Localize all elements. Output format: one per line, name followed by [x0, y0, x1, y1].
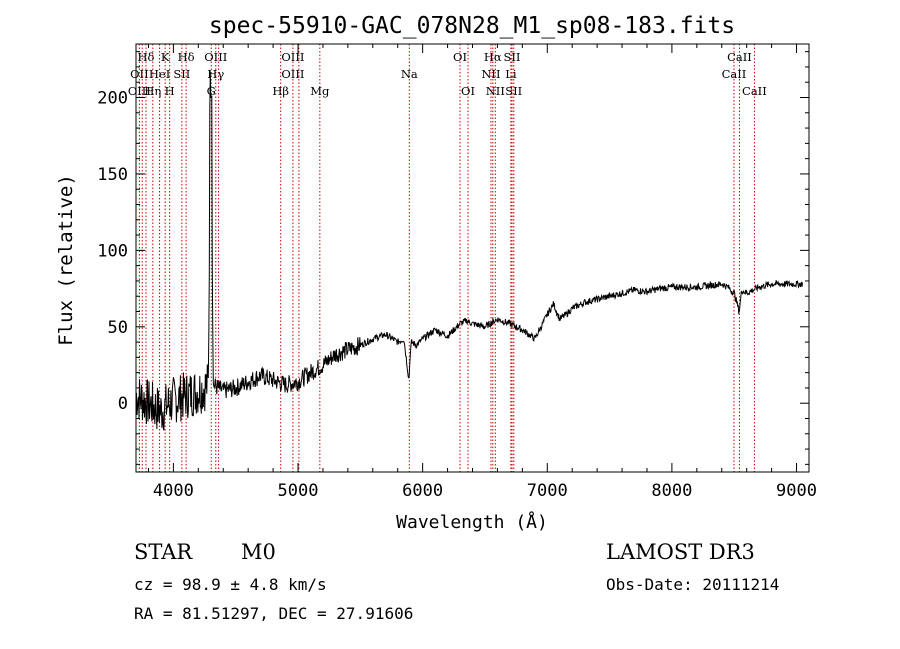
spectral-line-label: Hα [484, 50, 502, 64]
obs-date-label: Obs-Date: 20111214 [606, 575, 779, 594]
spectral-line-label: SII [504, 50, 521, 64]
subclass-label: M0 [241, 540, 276, 564]
plot-frame [135, 43, 810, 473]
y-axis: 0 50 100 150 200 [97, 51, 809, 465]
x-tick-label: 9000 [776, 481, 817, 501]
x-axis-label: Wavelength (Å) [396, 511, 548, 533]
x-axis: 4000 5000 6000 7000 8000 9000 [147, 44, 817, 501]
coordinates-label: RA = 81.51297, DEC = 27.91606 [134, 604, 413, 623]
spectral-line-label: Hδ [137, 50, 154, 64]
x-tick-label: 7000 [527, 481, 568, 501]
spectral-line-label: OII [130, 67, 149, 81]
spectral-line-label: SII [505, 84, 522, 98]
y-axis-label: Flux (relative) [55, 174, 77, 346]
spectral-line-label: CaII [742, 84, 767, 98]
spectral-line-label: SII [173, 67, 190, 81]
spectral-line-label: OIII [281, 67, 304, 81]
spectrum-line [135, 71, 803, 431]
spectral-line-label: Hβ [272, 84, 289, 98]
class-label: STAR [134, 540, 193, 564]
survey-label: LAMOST DR3 [606, 540, 755, 564]
spectral-line-label: CaII [727, 50, 752, 64]
spectral-line-label: OI [453, 50, 467, 64]
y-tick-label: 100 [97, 241, 128, 261]
spectral-line-label: K [161, 50, 170, 64]
x-tick-label: 5000 [278, 481, 319, 501]
x-tick-label: 6000 [402, 481, 443, 501]
spectral-line-label: OIII [281, 50, 304, 64]
x-tick-label: 4000 [153, 481, 194, 501]
spectral-line-label: OIII [204, 50, 227, 64]
spectral-line-label: OIII [128, 84, 151, 98]
spectrum-group [135, 71, 803, 431]
y-tick-label: 150 [97, 165, 128, 185]
spectral-line-label: H [165, 84, 175, 98]
spectral-line-label: NII [486, 84, 505, 98]
y-tick-label: 0 [118, 394, 128, 414]
spectral-line-label: Na [401, 67, 418, 81]
spectral-line-label: CaII [722, 67, 747, 81]
y-tick-label: 200 [97, 89, 128, 109]
line-markers [138, 44, 755, 472]
x-tick-label: 8000 [651, 481, 692, 501]
chart-title: spec-55910-GAC_078N28_M1_sp08-183.fits [209, 13, 735, 39]
spectral-line-label: Hη [144, 84, 161, 98]
spectral-line-label: HeI [149, 67, 170, 81]
y-tick-label: 50 [108, 318, 128, 338]
spectral-line-label: Hγ [207, 67, 224, 81]
spectral-line-label: G [207, 84, 216, 98]
spectral-line-label: OI [461, 84, 475, 98]
spectral-line-label: Mg [310, 84, 330, 98]
spectral-line-label: Hδ [178, 50, 195, 64]
spectral-line-label: Li [505, 67, 517, 81]
redshift-label: cz = 98.9 ± 4.8 km/s [134, 575, 327, 594]
spectral-line-label: NII [481, 67, 500, 81]
